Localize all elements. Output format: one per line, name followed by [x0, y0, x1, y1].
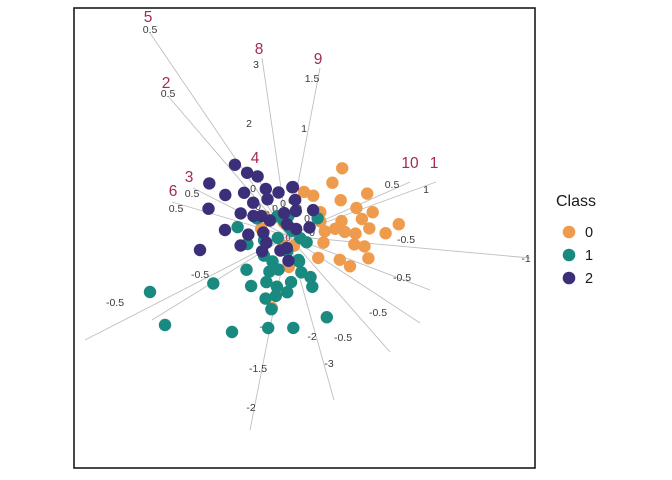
- svg-text:0: 0: [250, 183, 256, 195]
- svg-text:-1.5: -1.5: [249, 363, 267, 375]
- svg-text:4: 4: [251, 150, 260, 167]
- svg-text:1: 1: [423, 184, 429, 196]
- svg-text:-0.5: -0.5: [191, 269, 209, 281]
- svg-text:2: 2: [162, 75, 171, 92]
- svg-text:0.5: 0.5: [385, 179, 400, 191]
- svg-text:-0.5: -0.5: [106, 297, 124, 309]
- svg-text:-1: -1: [521, 253, 530, 265]
- svg-text:1: 1: [430, 155, 439, 172]
- svg-text:-0.5: -0.5: [393, 272, 411, 284]
- svg-text:0: 0: [585, 225, 593, 241]
- svg-text:1: 1: [585, 248, 593, 264]
- svg-text:1.5: 1.5: [305, 73, 320, 85]
- svg-text:9: 9: [314, 51, 323, 68]
- svg-text:3: 3: [185, 169, 194, 186]
- svg-text:1: 1: [301, 123, 307, 135]
- svg-text:10: 10: [401, 155, 419, 172]
- svg-text:0.5: 0.5: [169, 203, 184, 215]
- svg-text:8: 8: [255, 41, 264, 58]
- svg-text:6: 6: [169, 183, 178, 200]
- svg-text:5: 5: [144, 9, 153, 26]
- svg-text:-0.5: -0.5: [369, 307, 387, 319]
- svg-text:2: 2: [585, 271, 593, 287]
- svg-text:-3: -3: [324, 358, 333, 370]
- svg-text:-0.5: -0.5: [334, 332, 352, 344]
- svg-text:3: 3: [253, 59, 259, 71]
- svg-text:0.5: 0.5: [185, 188, 200, 200]
- svg-text:-2: -2: [246, 402, 255, 414]
- svg-text:-0.5: -0.5: [397, 234, 415, 246]
- svg-text:2: 2: [246, 118, 252, 130]
- svg-text:-2: -2: [307, 331, 316, 343]
